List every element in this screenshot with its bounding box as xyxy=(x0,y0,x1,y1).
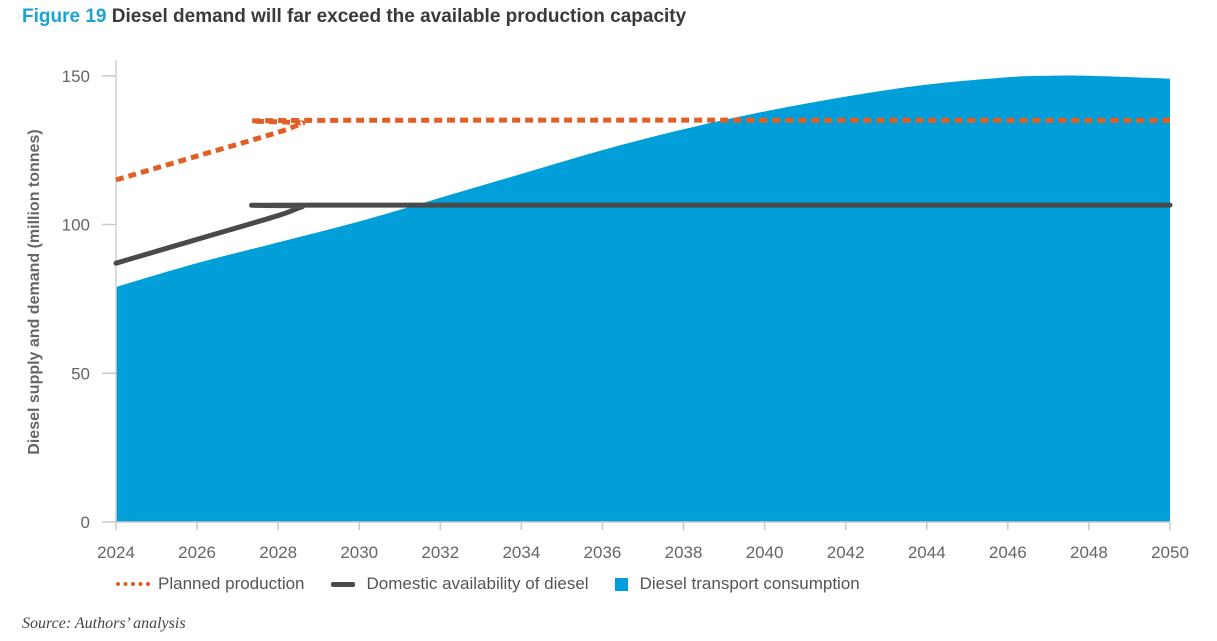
legend: Planned production Domestic availability… xyxy=(116,574,886,594)
legend-item-transport-consumption: Diesel transport consumption xyxy=(614,574,860,594)
x-tick-label: 2050 xyxy=(1151,543,1189,562)
legend-item-domestic-availability: Domestic availability of diesel xyxy=(330,574,589,594)
x-tick-label: 2046 xyxy=(989,543,1027,562)
legend-item-planned-production: Planned production xyxy=(116,574,305,594)
figure-title-text: Diesel demand will far exceed the availa… xyxy=(111,6,687,27)
x-tick-label: 2036 xyxy=(584,543,622,562)
legend-label-transport-consumption: Diesel transport consumption xyxy=(639,574,860,593)
x-tick-label: 2034 xyxy=(502,543,540,562)
series-line-planned-production xyxy=(115,117,1171,183)
x-tick-label: 2042 xyxy=(827,543,865,562)
y-tick-label: 0 xyxy=(81,513,90,532)
line-layer xyxy=(113,117,1173,266)
x-tick-label: 2048 xyxy=(1070,543,1108,562)
legend-swatch-domestic-availability xyxy=(330,581,355,587)
y-tick-label: 100 xyxy=(62,216,90,235)
x-tick-label: 2038 xyxy=(665,543,703,562)
source-note: Source: Authors’ analysis xyxy=(22,615,186,632)
figure-title: Figure 19 Diesel demand will far exceed … xyxy=(22,6,686,28)
y-axis-label: Diesel supply and demand (million tonnes… xyxy=(26,129,43,454)
y-tick-label: 150 xyxy=(62,67,90,86)
x-tick-label: 2030 xyxy=(340,543,378,562)
legend-label-planned-production: Planned production xyxy=(158,574,305,593)
legend-swatch-transport-consumption xyxy=(614,577,628,591)
series-area-diesel-transport-consumption xyxy=(116,75,1170,522)
legend-label-domestic-availability: Domestic availability of diesel xyxy=(366,574,589,593)
figure-number: Figure 19 xyxy=(22,6,107,27)
y-tick-label: 50 xyxy=(71,364,90,383)
area-layer xyxy=(116,75,1170,522)
x-tick-label: 2044 xyxy=(908,543,946,562)
x-tick-label: 2032 xyxy=(421,543,459,562)
x-tick-label: 2028 xyxy=(259,543,297,562)
x-tick-label: 2040 xyxy=(746,543,784,562)
legend-swatch-planned-production xyxy=(116,582,150,586)
series-line-domestic-availability-of-diesel xyxy=(113,202,1173,266)
axis-layer: 0 50 100 150 2024 2026 2028 2030 2032 2034 2036 203… xyxy=(62,60,1189,562)
x-tick-label: 2024 xyxy=(97,543,135,562)
x-tick-label: 2026 xyxy=(178,543,216,562)
